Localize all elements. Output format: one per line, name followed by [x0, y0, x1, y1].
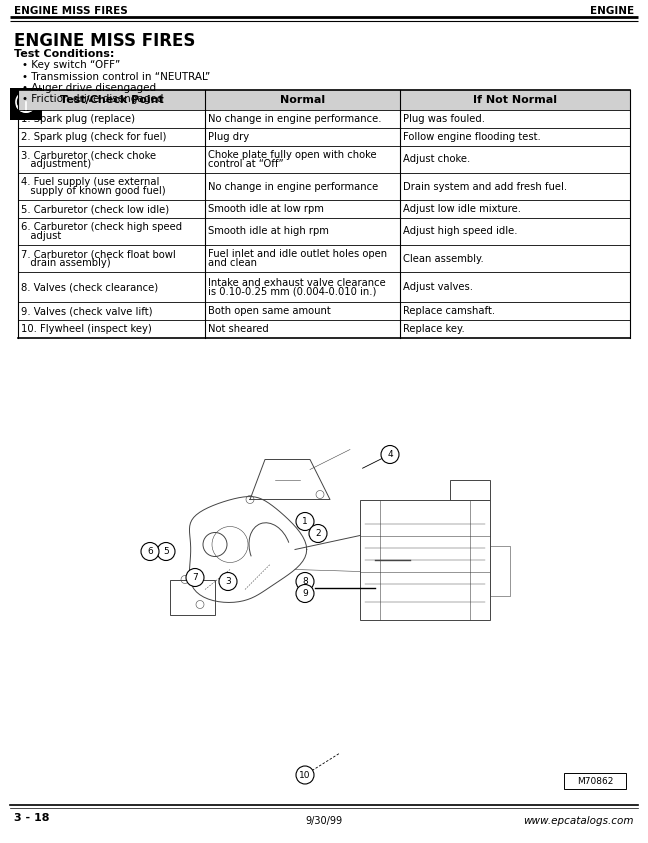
Text: adjust: adjust [21, 231, 62, 241]
Text: 4: 4 [388, 450, 393, 459]
FancyBboxPatch shape [23, 92, 29, 97]
Text: Clean assembly.: Clean assembly. [403, 254, 484, 264]
Text: ENGINE MISS FIRES: ENGINE MISS FIRES [14, 6, 128, 16]
Text: ENGINE: ENGINE [590, 6, 634, 16]
Text: Test/Check Point: Test/Check Point [60, 95, 163, 105]
Text: 8. Valves (check clearance): 8. Valves (check clearance) [21, 282, 158, 292]
Circle shape [157, 543, 175, 561]
Text: Intake and exhaust valve clearance: Intake and exhaust valve clearance [208, 277, 386, 287]
Text: 6: 6 [147, 547, 153, 556]
Text: www.epcatalogs.com: www.epcatalogs.com [524, 816, 634, 826]
FancyBboxPatch shape [564, 773, 626, 789]
Circle shape [381, 445, 399, 464]
Text: Choke plate fully open with choke: Choke plate fully open with choke [208, 150, 376, 160]
Text: 5. Carburetor (check low idle): 5. Carburetor (check low idle) [21, 204, 169, 214]
Text: 4. Fuel supply (use external: 4. Fuel supply (use external [21, 177, 159, 187]
Text: Adjust low idle mixture.: Adjust low idle mixture. [403, 204, 521, 214]
Circle shape [296, 584, 314, 603]
Text: Adjust valves.: Adjust valves. [403, 282, 473, 292]
Text: 9/30/99: 9/30/99 [305, 816, 343, 826]
Text: control at “Off”: control at “Off” [208, 158, 284, 169]
Circle shape [309, 524, 327, 543]
Circle shape [296, 513, 314, 530]
Text: Drain system and add fresh fuel.: Drain system and add fresh fuel. [403, 181, 567, 191]
Text: 6. Carburetor (check high speed: 6. Carburetor (check high speed [21, 223, 182, 233]
Text: 2. Spark plug (check for fuel): 2. Spark plug (check for fuel) [21, 132, 167, 142]
Text: adjustment): adjustment) [21, 158, 91, 169]
Text: Follow engine flooding test.: Follow engine flooding test. [403, 132, 540, 142]
Text: and clean: and clean [208, 258, 257, 268]
Text: 7. Carburetor (check float bowl: 7. Carburetor (check float bowl [21, 250, 176, 260]
Text: Plug dry: Plug dry [208, 132, 249, 142]
Text: 2: 2 [315, 529, 321, 538]
Text: Smooth idle at low rpm: Smooth idle at low rpm [208, 204, 324, 214]
Circle shape [296, 572, 314, 590]
Text: Replace key.: Replace key. [403, 324, 465, 334]
Text: 10: 10 [299, 771, 311, 780]
FancyBboxPatch shape [10, 88, 42, 120]
Circle shape [219, 572, 237, 590]
Text: 10. Flywheel (inspect key): 10. Flywheel (inspect key) [21, 324, 152, 334]
Text: If Not Normal: If Not Normal [473, 95, 557, 105]
Text: M70862: M70862 [577, 776, 613, 786]
Text: 5: 5 [163, 547, 169, 556]
Text: 3: 3 [225, 577, 231, 586]
Text: Normal: Normal [280, 95, 325, 105]
Text: 7: 7 [192, 573, 198, 582]
Text: No change in engine performance.: No change in engine performance. [208, 114, 382, 124]
Text: ENGINE MISS FIRES: ENGINE MISS FIRES [14, 32, 196, 50]
Text: 1. Spark plug (replace): 1. Spark plug (replace) [21, 114, 135, 124]
Text: Adjust high speed idle.: Adjust high speed idle. [403, 227, 518, 237]
Text: is 0.10-0.25 mm (0.004-0.010 in.): is 0.10-0.25 mm (0.004-0.010 in.) [208, 287, 376, 296]
Text: 3 - 18: 3 - 18 [14, 813, 49, 823]
Circle shape [186, 568, 204, 587]
Text: Test Conditions:: Test Conditions: [14, 49, 115, 59]
Text: • Key switch “OFF”: • Key switch “OFF” [22, 60, 121, 70]
Text: 1: 1 [302, 517, 308, 526]
Text: 3. Carburetor (check choke: 3. Carburetor (check choke [21, 150, 156, 160]
Text: Replace camshaft.: Replace camshaft. [403, 306, 495, 316]
FancyBboxPatch shape [18, 90, 630, 110]
Text: Not sheared: Not sheared [208, 324, 269, 334]
Text: 9: 9 [302, 589, 308, 598]
Text: Plug was fouled.: Plug was fouled. [403, 114, 485, 124]
Text: Adjust choke.: Adjust choke. [403, 154, 470, 164]
Text: 8: 8 [302, 577, 308, 586]
Text: Smooth idle at high rpm: Smooth idle at high rpm [208, 227, 329, 237]
Text: drain assembly): drain assembly) [21, 258, 111, 268]
Text: supply of known good fuel): supply of known good fuel) [21, 185, 166, 196]
Text: Fuel inlet and idle outlet holes open: Fuel inlet and idle outlet holes open [208, 250, 387, 260]
Text: No change in engine performance: No change in engine performance [208, 181, 378, 191]
Circle shape [141, 543, 159, 561]
Text: Both open same amount: Both open same amount [208, 306, 330, 316]
Circle shape [296, 766, 314, 784]
Text: • Auger drive disengaged: • Auger drive disengaged [22, 83, 156, 93]
Text: • Friction drive disengaged: • Friction drive disengaged [22, 94, 163, 105]
Text: • Transmission control in “NEUTRAL”: • Transmission control in “NEUTRAL” [22, 72, 210, 82]
Text: 9. Valves (check valve lift): 9. Valves (check valve lift) [21, 306, 152, 316]
